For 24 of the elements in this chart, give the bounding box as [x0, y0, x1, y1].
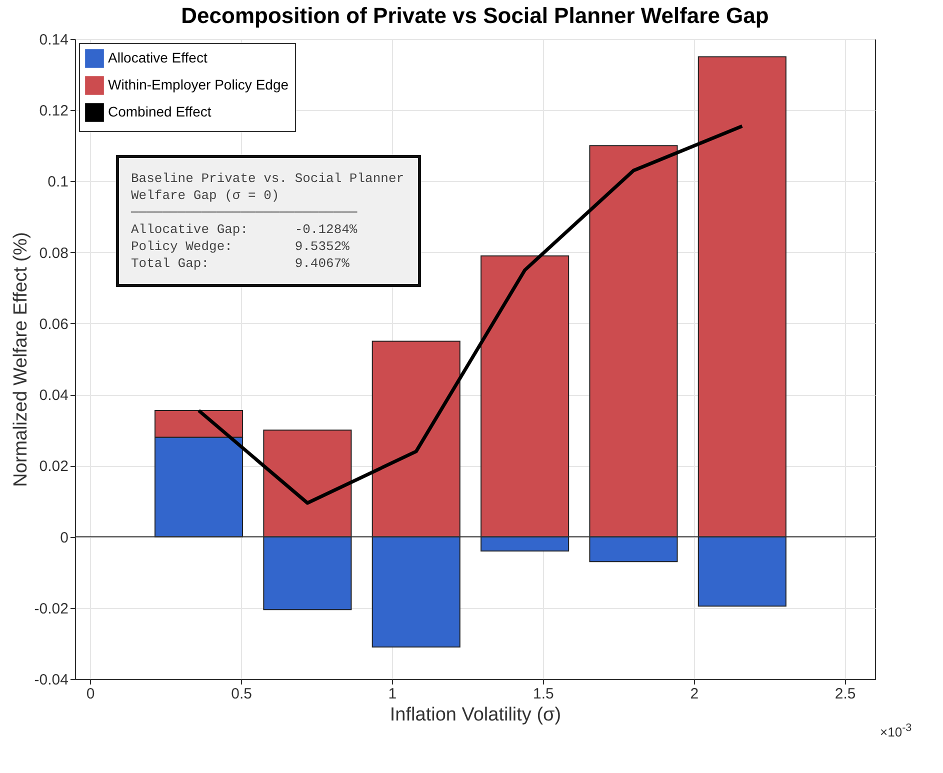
x-tick-label: 1: [388, 686, 397, 702]
text-box: Baseline Private vs. Social Planner Welfare Gap (σ = 0) ───────────────────────────── Allocative Gap: -0.1284% Policy Wedge: 9.5352% Total Gap: 9.4067%: [116, 155, 422, 287]
x-tick-label: 1.5: [532, 686, 554, 702]
text: ×10$^{-3}$: [880, 722, 912, 740]
y-tick-label: 0.14: [39, 32, 68, 48]
y-tick-label: 0.08: [39, 244, 68, 262]
y-tick-label: 0.1: [48, 174, 68, 191]
y-tick-label: 0.12: [39, 102, 68, 120]
chart-title: Decomposition of Private vs Social Planner Welfare Gap: [181, 3, 769, 28]
y-tick-label: 0.02: [39, 458, 68, 476]
x-axis-title: Inflation Volatility (σ): [390, 704, 562, 726]
x-tick-label: 0: [86, 686, 95, 702]
y-tick-label: 0.06: [39, 316, 68, 333]
legend-label: Combined Effect: [108, 104, 212, 120]
y-tick-label: 0.04: [39, 387, 68, 404]
y-tick-label: -0.04: [34, 672, 68, 688]
legend-label: Within-Employer Policy Edge: [108, 76, 289, 92]
x-tick-label: 0.5: [231, 686, 252, 702]
y-axis-title: Normalized Welfare Effect (%): [10, 232, 32, 487]
x-tick-label: 2: [690, 686, 699, 702]
legend-label: Allocative Effect: [108, 50, 208, 66]
y-tick-label: 0: [60, 529, 68, 546]
x-tick-label: 2.5: [834, 686, 856, 702]
y-tick-label: -0.02: [34, 600, 68, 618]
